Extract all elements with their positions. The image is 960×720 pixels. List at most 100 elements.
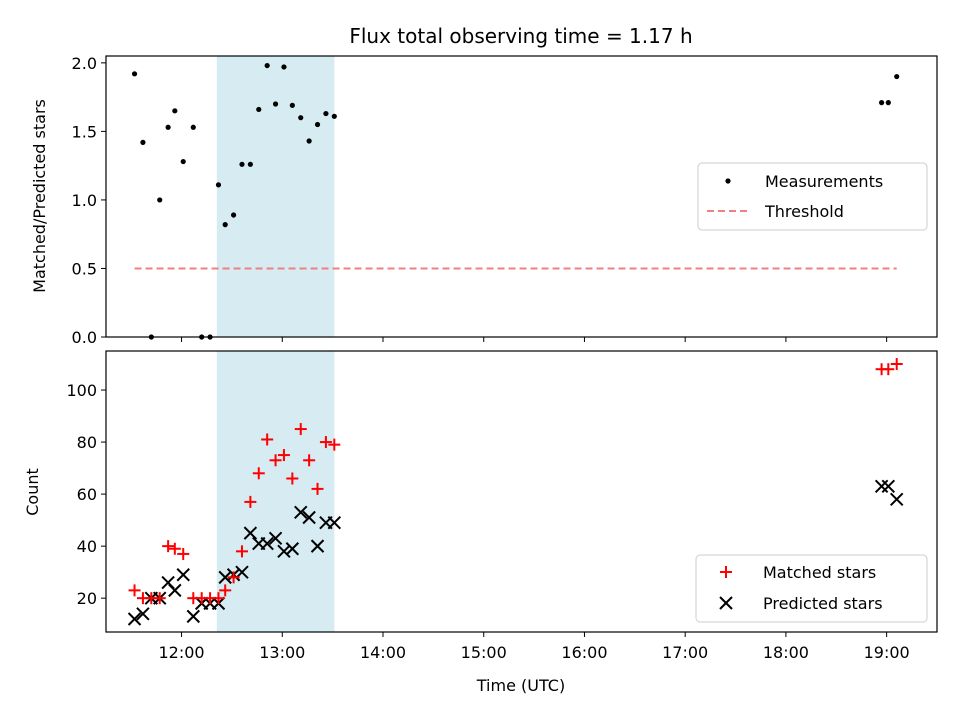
bottom-y-tick-label: 40 (77, 537, 97, 556)
measurement-point (190, 124, 196, 130)
top-y-tick-label: 1.5 (72, 122, 97, 141)
matched-star-point (303, 454, 316, 467)
matched-star-point (235, 545, 248, 558)
top-legend-box (697, 162, 928, 231)
legend-marker-measurements (725, 178, 731, 184)
bottom-legend: Matched stars Predicted stars (695, 554, 928, 623)
predicted-star-point (327, 516, 342, 530)
predicted-star-point (260, 536, 274, 551)
matched-star-point (219, 584, 232, 597)
measurement-point (331, 113, 337, 119)
bottom-x-tick-label: 14:00 (360, 643, 406, 662)
predicted-star-point (168, 583, 182, 598)
matched-star-point (168, 542, 181, 555)
top-shaded-interval (216, 56, 335, 337)
predicted-star-point (310, 539, 325, 553)
matched-star-point (286, 472, 299, 485)
measurement-point (298, 115, 304, 121)
bottom-legend-box (695, 554, 928, 623)
measurement-point (885, 100, 891, 106)
top-y-tick-label: 0.0 (72, 328, 97, 347)
predicted-star-point (136, 607, 150, 621)
matched-star-point (882, 363, 895, 376)
measurement-point (222, 222, 228, 228)
matched-star-point (294, 423, 307, 436)
bottom-y-tick-label: 80 (77, 433, 97, 452)
measurement-point (157, 197, 163, 203)
bottom-y-tick-label: 60 (77, 485, 97, 504)
predicted-star-point (285, 542, 300, 556)
matched-star-point (153, 592, 166, 605)
matched-star-point (261, 433, 274, 446)
measurement-point (894, 73, 900, 80)
bottom-x-tick-label: 18:00 (763, 643, 809, 662)
measurement-point (272, 101, 279, 107)
matched-star-point (177, 547, 190, 560)
matched-star-point (890, 358, 903, 371)
matched-star-point (319, 436, 332, 449)
bottom-x-tick-label: 12:00 (158, 643, 204, 662)
measurement-point (289, 102, 295, 108)
matched-star-point (269, 454, 282, 467)
top-legend: Measurements Threshold (697, 162, 928, 231)
top-y-tick-label: 0.5 (72, 259, 97, 278)
matched-star-point (212, 592, 225, 605)
measurement-point (264, 62, 270, 69)
measurement-point (281, 64, 287, 70)
predicted-star-point (890, 492, 904, 507)
measurement-point (165, 124, 171, 130)
predicted-star-point (186, 609, 201, 624)
top-axes-frame (105, 55, 938, 338)
measurement-point (247, 161, 253, 167)
measurement-point (239, 161, 245, 167)
legend-label-threshold: Threshold (764, 202, 844, 221)
bottom-axes-frame (105, 350, 938, 633)
matched-star-point (227, 571, 240, 584)
bottom-y-tick-label: 20 (77, 589, 97, 608)
measurement-point (323, 110, 329, 117)
matched-star-point (311, 482, 324, 495)
matched-star-point (252, 467, 265, 480)
measurement-point (215, 182, 222, 188)
measurement-point (180, 158, 186, 165)
bottom-shaded-interval (216, 351, 335, 632)
top-y-tick-label: 2.0 (72, 54, 97, 73)
matched-star-point (277, 449, 290, 462)
legend-marker-matched-stars (720, 566, 732, 578)
measurement-point (306, 138, 312, 144)
bottom-x-tick-label: 16:00 (561, 643, 607, 662)
predicted-star-point (302, 510, 316, 525)
matched-star-point (162, 540, 175, 553)
measurement-point (879, 100, 885, 106)
matched-star-point (328, 438, 341, 451)
predicted-star-point (881, 479, 896, 494)
predicted-star-point (176, 568, 190, 582)
chart-title: Flux total observing time = 1.17 h (349, 24, 692, 48)
measurement-point (230, 212, 237, 218)
legend-label-matched-stars: Matched stars (763, 563, 876, 582)
predicted-star-point (277, 544, 291, 559)
measurement-point (314, 121, 321, 128)
measurement-point (140, 139, 146, 145)
legend-marker-predicted-stars (719, 596, 733, 610)
top-y-axis-label: Matched/Predicted stars (30, 99, 49, 293)
predicted-star-point (127, 612, 142, 626)
measurement-point (172, 108, 178, 114)
x-axis-label: Time (UTC) (476, 676, 565, 695)
predicted-star-point (218, 570, 232, 585)
top-panel: 0.00.51.01.52.0 Matched/Predicted stars … (30, 54, 938, 347)
bottom-x-tick-label: 15:00 (461, 643, 507, 662)
measurement-point (256, 106, 262, 113)
top-y-tick-label: 1.0 (72, 191, 97, 210)
predicted-star-point (235, 565, 249, 579)
bottom-x-tick-label: 19:00 (864, 643, 910, 662)
legend-label-predicted-stars: Predicted stars (763, 594, 883, 613)
legend-label-measurements: Measurements (765, 172, 883, 191)
matched-star-point (128, 584, 141, 597)
bottom-panel: 12:00 13:00 14:00 15:00 16:00 17:00 18:00 19:00… (23, 350, 938, 695)
matched-star-point (244, 495, 257, 508)
predicted-star-point (243, 526, 258, 540)
bottom-x-tick-label: 13:00 (259, 643, 305, 662)
bottom-y-tick-label: 100 (66, 381, 97, 400)
